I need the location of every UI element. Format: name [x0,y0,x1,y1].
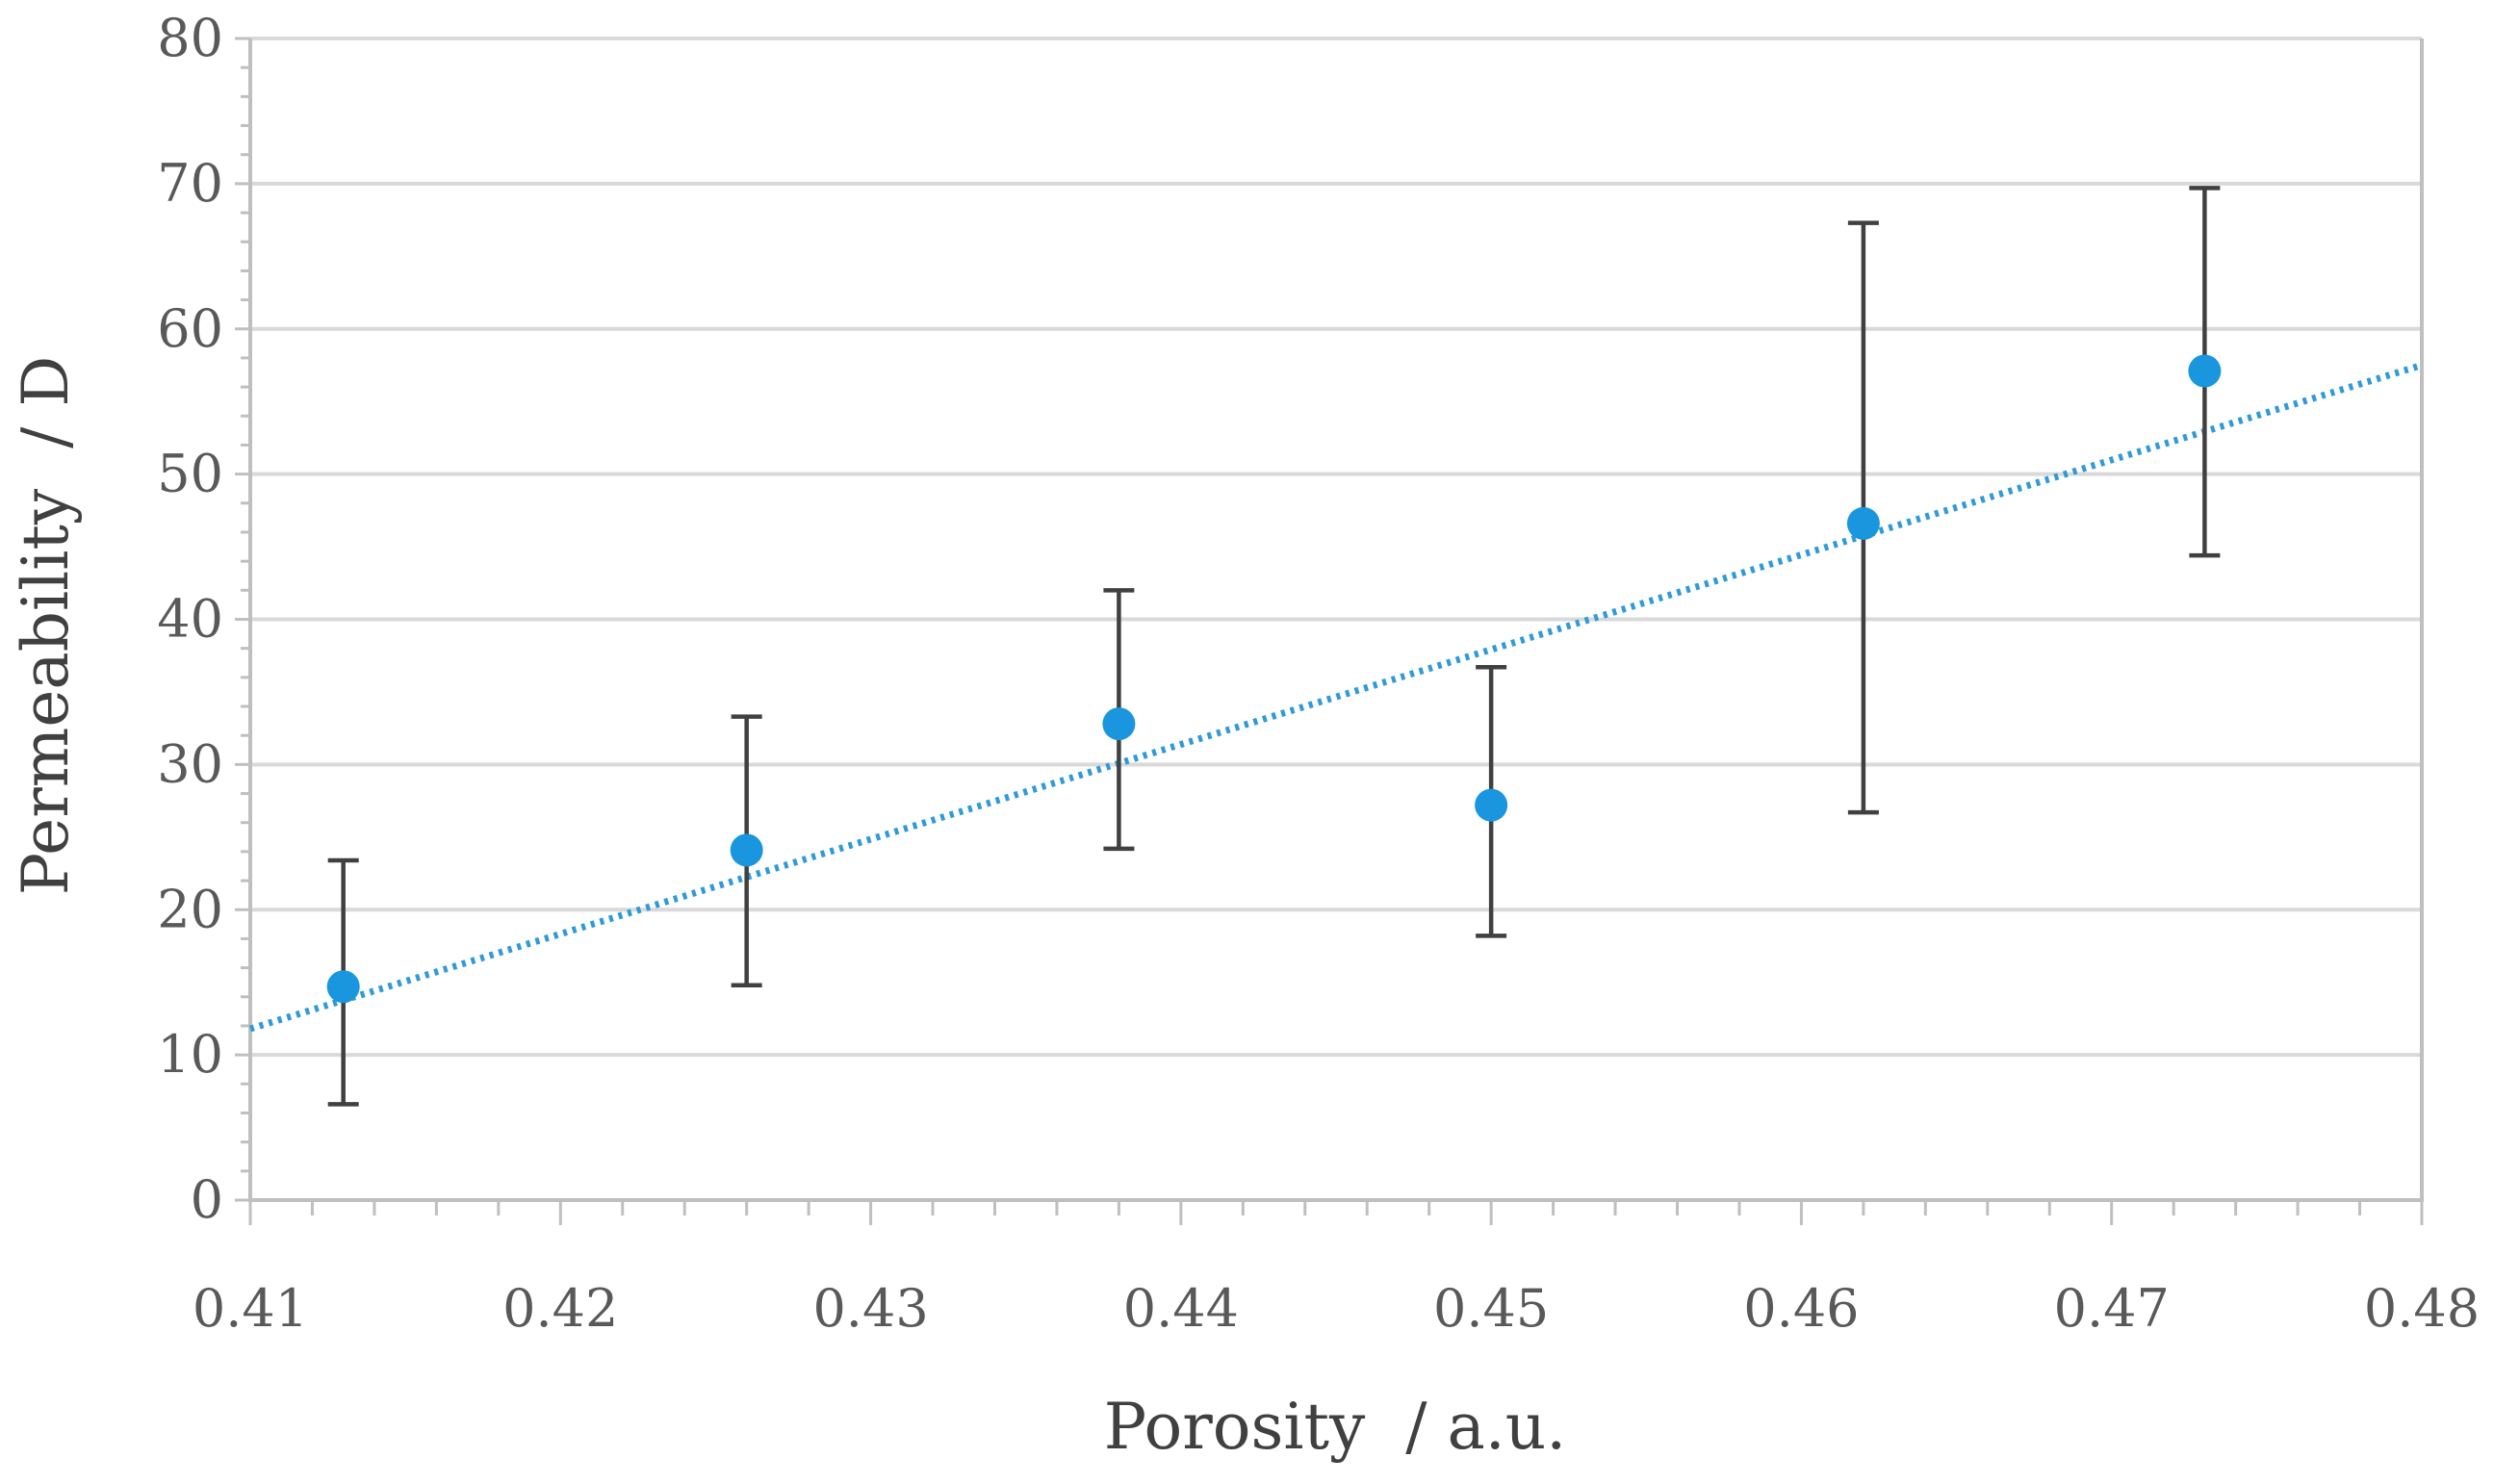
data-point [326,970,360,1004]
gridlines [250,37,2422,1058]
y-tick-label: 10 [157,1024,223,1085]
y-tick-label: 70 [157,153,223,214]
y-tick-label: 60 [157,298,223,359]
x-tick-label: 0.48 [2364,1278,2480,1339]
x-tick-label: 0.43 [812,1278,928,1339]
x-tick-label: 0.42 [502,1278,618,1339]
data-point [1846,506,1880,540]
data-point [730,833,763,867]
y-tick-label: 20 [157,879,223,939]
y-tick-label: 80 [157,8,223,68]
x-tick-label: 0.44 [1123,1278,1239,1339]
y-axis-title: Permeability / D [9,356,83,896]
data-point [2188,354,2222,388]
data-points [326,354,2222,1004]
linear-trendline [248,362,2424,1033]
trendline-layer [248,362,2424,1033]
x-tick-label: 0.45 [1433,1278,1549,1339]
y-tick-label: 40 [157,589,223,650]
tick-labels: 0 10 20 30 40 50 60 70 80 0.41 0.42 0.43 0.44 0.45 0.4… [157,8,2480,1339]
data-point [1102,707,1136,741]
x-tick-label: 0.41 [193,1278,308,1339]
y-tick-label: 0 [191,1169,223,1230]
y-tick-label: 50 [157,444,223,504]
x-tick-label: 0.47 [2054,1278,2170,1339]
axes [235,37,2424,1225]
x-axis-title: Porosity / a.u. [1104,1390,1567,1464]
x-tick-label: 0.46 [1743,1278,1859,1339]
y-tick-label: 30 [157,733,223,794]
data-point [1475,788,1508,822]
error-bars [327,186,2221,1107]
